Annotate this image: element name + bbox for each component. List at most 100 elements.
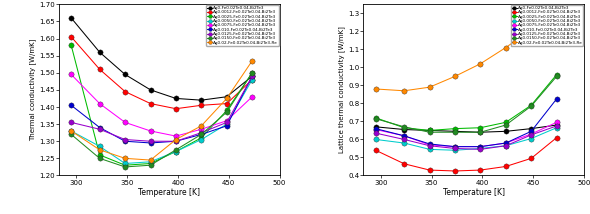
- Ag0.0025-Fe0.02Te0.04-Bi2Te3: [223, 109, 230, 112]
- Line: Ag0.0025-Fe0.02Te0.04-Bi2Te3: Ag0.0025-Fe0.02Te0.04-Bi2Te3: [68, 43, 255, 168]
- Ag0.02-Fe0.02Te0.04-Bi2Te3-Re: [122, 157, 129, 160]
- Ag0.0075-Fe0.02Te0.04-Bi2Te3: [68, 73, 75, 76]
- Ag0-Fe0.02Te0.04-Bi2Te3: [451, 130, 458, 133]
- Y-axis label: Thermal conductivity [W/mK]: Thermal conductivity [W/mK]: [30, 39, 37, 141]
- Ag0.0025-Fe0.02Te0.04-Bi2Te3: [426, 129, 433, 132]
- Ag0.0075-Fe0.02Te0.04-Bi2Te3: [248, 95, 255, 98]
- Ag0.02-Fe0.02Te0.04-Bi2Te3-Re: [68, 130, 75, 132]
- Line: Ag0.02-Fe0.02Te0.04-Bi2Te3-Re: Ag0.02-Fe0.02Te0.04-Bi2Te3-Re: [68, 58, 255, 163]
- Ag0.0075-Fe0.02Te0.04-Bi2Te3: [401, 135, 408, 137]
- Ag0-Fe0.02Te0.04-Bi2Te3: [502, 130, 509, 133]
- Ag0.0125-Fe0.02Te0.04-Bi2Te3: [198, 131, 205, 134]
- Ag0.0075-Fe0.02Te0.04-Bi2Te3: [553, 121, 560, 124]
- Ag0.02-Fe0.02Te0.04-Bi2Te3-Re: [248, 59, 255, 62]
- Ag0.010-Fe0.02Te0.04-Bi2Te3: [198, 133, 205, 136]
- Ag0.0025-Fe0.02Te0.04-Bi2Te3: [68, 44, 75, 47]
- Ag0.0050-Fe0.02Te0.04-Bi2Te3: [223, 123, 230, 125]
- Ag0.0075-Fe0.02Te0.04-Bi2Te3: [372, 128, 379, 131]
- Line: Ag0.010-Fe0.02Te0.04-Bi2Te3: Ag0.010-Fe0.02Te0.04-Bi2Te3: [373, 96, 559, 149]
- Ag0-Fe0.02Te0.04-Bi2Te3: [96, 51, 103, 54]
- Ag0.0075-Fe0.02Te0.04-Bi2Te3: [477, 145, 484, 148]
- Legend: Ag0-Fe0.02Te0.04-Bi2Te3, Ag0.0012-Fe0.02Te0.04-Bi2Te3, Ag0.0025-Fe0.02Te0.04-Bi2: Ag0-Fe0.02Te0.04-Bi2Te3, Ag0.0012-Fe0.02…: [510, 5, 584, 46]
- Ag0.0125-Fe0.02Te0.04-Bi2Te3: [553, 125, 560, 127]
- Ag0.0075-Fe0.02Te0.04-Bi2Te3: [96, 102, 103, 105]
- Ag0.0125-Fe0.02Te0.04-Bi2Te3: [401, 138, 408, 141]
- Ag0.0150-Fe0.02Te0.04-Bi2Te3: [122, 166, 129, 168]
- Ag0-Fe0.02Te0.04-Bi2Te3: [223, 95, 230, 98]
- Ag0.0025-Fe0.02Te0.04-Bi2Te3: [122, 164, 129, 166]
- Ag0-Fe0.02Te0.04-Bi2Te3: [426, 129, 433, 132]
- Line: Ag0.0150-Fe0.02Te0.04-Bi2Te3: Ag0.0150-Fe0.02Te0.04-Bi2Te3: [68, 70, 255, 169]
- Ag0.0012-Fe0.02Te0.04-Bi2Te3: [477, 169, 484, 171]
- Ag0.02-Fe0.02Te0.04-Bi2Te3-Re: [147, 159, 154, 161]
- Line: Ag0.0025-Fe0.02Te0.04-Bi2Te3: Ag0.0025-Fe0.02Te0.04-Bi2Te3: [373, 72, 559, 133]
- Ag0.0012-Fe0.02Te0.04-Bi2Te3: [122, 90, 129, 93]
- Ag0.0150-Fe0.02Te0.04-Bi2Te3: [401, 126, 408, 128]
- Ag0.0125-Fe0.02Te0.04-Bi2Te3: [502, 144, 509, 147]
- Ag0-Fe0.02Te0.04-Bi2Te3: [68, 17, 75, 19]
- Ag0.0150-Fe0.02Te0.04-Bi2Te3: [451, 131, 458, 134]
- Line: Ag0.0050-Fe0.02Te0.04-Bi2Te3: Ag0.0050-Fe0.02Te0.04-Bi2Te3: [68, 77, 255, 166]
- Ag0.0012-Fe0.02Te0.04-Bi2Te3: [426, 169, 433, 171]
- Ag0.0050-Fe0.02Te0.04-Bi2Te3: [122, 162, 129, 165]
- Ag0.0012-Fe0.02Te0.04-Bi2Te3: [96, 68, 103, 71]
- Ag0.0050-Fe0.02Te0.04-Bi2Te3: [401, 142, 408, 144]
- Ag0.0050-Fe0.02Te0.04-Bi2Te3: [553, 126, 560, 129]
- Ag0.010-Fe0.02Te0.04-Bi2Te3: [172, 140, 179, 143]
- Ag0.010-Fe0.02Te0.04-Bi2Te3: [527, 130, 535, 133]
- Ag0.02-Fe0.02Te0.04-Bi2Te3-Re: [223, 97, 230, 100]
- Ag0.010-Fe0.02Te0.04-Bi2Te3: [477, 145, 484, 148]
- Ag0.02-Fe0.02Te0.04-Bi2Te3-Re: [96, 149, 103, 151]
- Ag0-Fe0.02Te0.04-Bi2Te3: [172, 97, 179, 100]
- Ag0.0012-Fe0.02Te0.04-Bi2Te3: [502, 165, 509, 168]
- Ag0.0025-Fe0.02Te0.04-Bi2Te3: [172, 150, 179, 153]
- Ag0.010-Fe0.02Te0.04-Bi2Te3: [147, 142, 154, 144]
- Ag0.0125-Fe0.02Te0.04-Bi2Te3: [122, 138, 129, 141]
- Ag0.0012-Fe0.02Te0.04-Bi2Te3: [527, 157, 535, 160]
- Line: Ag0.0125-Fe0.02Te0.04-Bi2Te3: Ag0.0125-Fe0.02Te0.04-Bi2Te3: [373, 123, 559, 152]
- Ag0-Fe0.02Te0.04-Bi2Te3: [527, 127, 535, 130]
- Ag0.0150-Fe0.02Te0.04-Bi2Te3: [553, 75, 560, 78]
- Y-axis label: Lattice thermal conductivity [W/mK]: Lattice thermal conductivity [W/mK]: [339, 27, 345, 153]
- Ag0.0150-Fe0.02Te0.04-Bi2Te3: [68, 133, 75, 136]
- Ag0.0075-Fe0.02Te0.04-Bi2Te3: [147, 130, 154, 132]
- Ag0.0025-Fe0.02Te0.04-Bi2Te3: [401, 126, 408, 129]
- Line: Ag0.010-Fe0.02Te0.04-Bi2Te3: Ag0.010-Fe0.02Te0.04-Bi2Te3: [68, 74, 255, 146]
- Ag0-Fe0.02Te0.04-Bi2Te3: [122, 73, 129, 76]
- Ag0.010-Fe0.02Te0.04-Bi2Te3: [401, 135, 408, 137]
- Ag0.010-Fe0.02Te0.04-Bi2Te3: [96, 126, 103, 129]
- Ag0.0012-Fe0.02Te0.04-Bi2Te3: [401, 162, 408, 165]
- Ag0.0012-Fe0.02Te0.04-Bi2Te3: [68, 36, 75, 38]
- Legend: Ag0-Fe0.02Te0.04-Bi2Te3, Ag0.0012-Fe0.02Te0.04-Bi2Te3, Ag0.0025-Fe0.02Te0.04-Bi2: Ag0-Fe0.02Te0.04-Bi2Te3, Ag0.0012-Fe0.02…: [206, 5, 279, 46]
- Ag0.0050-Fe0.02Te0.04-Bi2Te3: [198, 138, 205, 141]
- X-axis label: Temperature [K]: Temperature [K]: [442, 188, 505, 198]
- Ag0-Fe0.02Te0.04-Bi2Te3: [401, 128, 408, 131]
- Line: Ag0.0050-Fe0.02Te0.04-Bi2Te3: Ag0.0050-Fe0.02Te0.04-Bi2Te3: [373, 125, 559, 153]
- Ag0.0125-Fe0.02Te0.04-Bi2Te3: [96, 128, 103, 131]
- Ag0.0025-Fe0.02Te0.04-Bi2Te3: [96, 154, 103, 156]
- Ag0.0012-Fe0.02Te0.04-Bi2Te3: [198, 104, 205, 107]
- Ag0.0125-Fe0.02Te0.04-Bi2Te3: [68, 121, 75, 124]
- Ag0.02-Fe0.02Te0.04-Bi2Te3-Re: [401, 89, 408, 92]
- Ag0.0050-Fe0.02Te0.04-Bi2Te3: [372, 138, 379, 141]
- Ag0.0150-Fe0.02Te0.04-Bi2Te3: [426, 131, 433, 134]
- Ag0.0150-Fe0.02Te0.04-Bi2Te3: [172, 149, 179, 151]
- Ag0.02-Fe0.02Te0.04-Bi2Te3-Re: [553, 12, 560, 15]
- Ag0.0125-Fe0.02Te0.04-Bi2Te3: [172, 140, 179, 143]
- Ag0.0050-Fe0.02Te0.04-Bi2Te3: [248, 78, 255, 81]
- Line: Ag0.0075-Fe0.02Te0.04-Bi2Te3: Ag0.0075-Fe0.02Te0.04-Bi2Te3: [373, 120, 559, 149]
- Ag0.02-Fe0.02Te0.04-Bi2Te3-Re: [198, 125, 205, 127]
- Ag0.0025-Fe0.02Te0.04-Bi2Te3: [372, 117, 379, 119]
- Ag0.0025-Fe0.02Te0.04-Bi2Te3: [147, 162, 154, 165]
- Line: Ag0.0012-Fe0.02Te0.04-Bi2Te3: Ag0.0012-Fe0.02Te0.04-Bi2Te3: [373, 135, 559, 174]
- Ag0.0075-Fe0.02Te0.04-Bi2Te3: [451, 145, 458, 148]
- Ag0.010-Fe0.02Te0.04-Bi2Te3: [68, 104, 75, 107]
- Ag0.0150-Fe0.02Te0.04-Bi2Te3: [198, 133, 205, 136]
- Ag0.0125-Fe0.02Te0.04-Bi2Te3: [372, 132, 379, 134]
- Ag0.0012-Fe0.02Te0.04-Bi2Te3: [553, 136, 560, 139]
- Ag0.0125-Fe0.02Te0.04-Bi2Te3: [248, 75, 255, 77]
- Ag0.0012-Fe0.02Te0.04-Bi2Te3: [172, 107, 179, 110]
- Ag0.0150-Fe0.02Te0.04-Bi2Te3: [223, 111, 230, 113]
- Ag0.02-Fe0.02Te0.04-Bi2Te3-Re: [372, 88, 379, 90]
- Ag0.010-Fe0.02Te0.04-Bi2Te3: [553, 98, 560, 100]
